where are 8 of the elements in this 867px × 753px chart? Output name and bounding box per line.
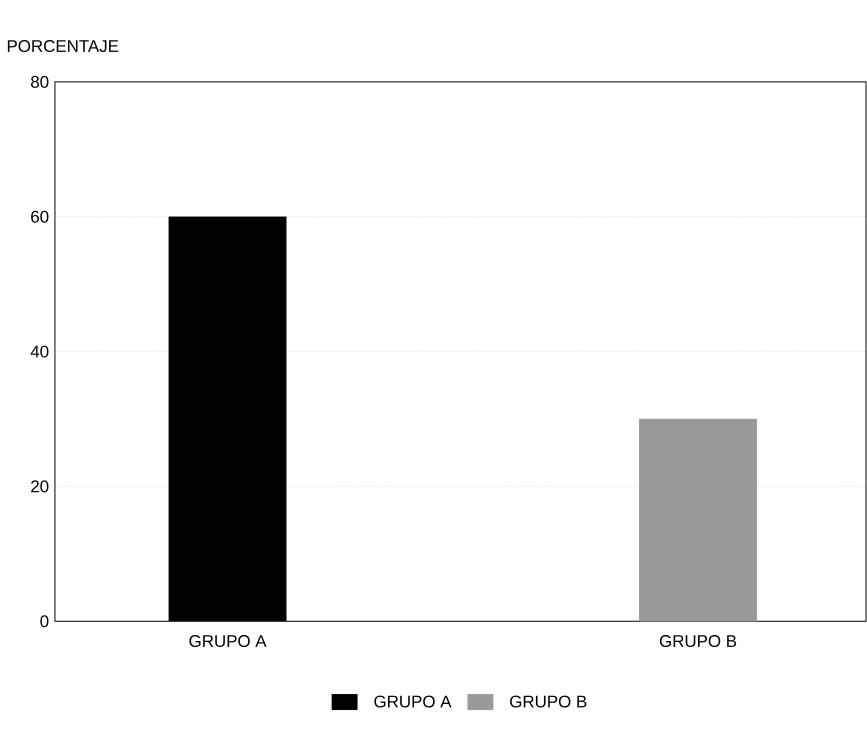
y-tick-label: 40 [30,346,48,358]
y-tick-label: 0 [40,615,48,628]
legend-label: GRUPO B [510,696,586,708]
legend-label: GRUPO A [374,696,452,708]
y-tick-label: 60 [31,210,48,223]
y-tick-label: 20 [31,480,48,492]
y-tick-label: 80 [31,76,48,88]
y-axis-title: PORCENTAJE [8,40,118,52]
